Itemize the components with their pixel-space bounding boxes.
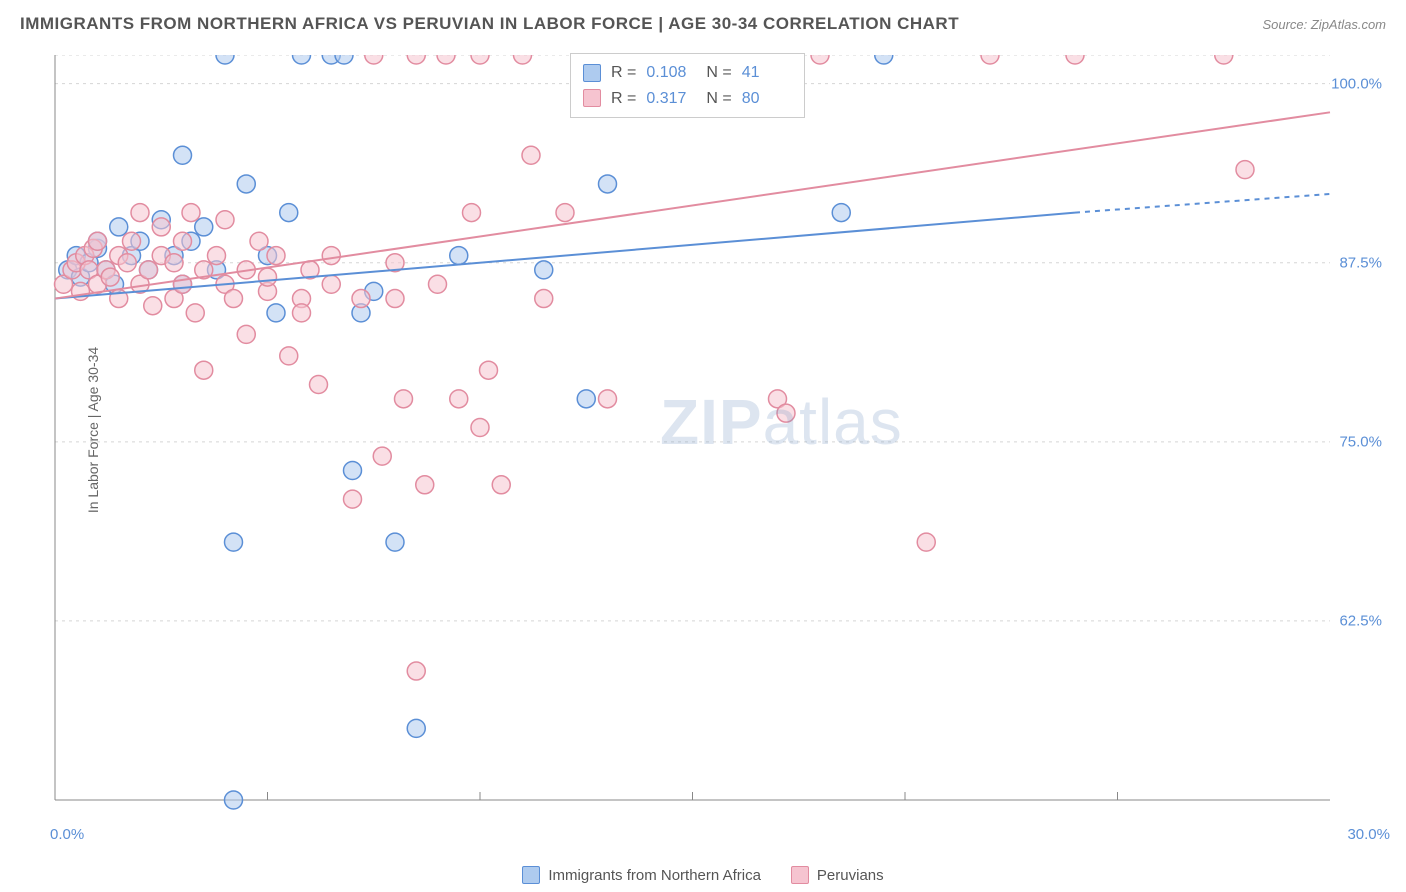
series-swatch — [583, 89, 601, 107]
y-tick-label: 62.5% — [1339, 612, 1382, 629]
legend-item: Peruvians — [791, 866, 884, 884]
n-value: 41 — [742, 60, 792, 86]
title-bar: IMMIGRANTS FROM NORTHERN AFRICA VS PERUV… — [0, 0, 1406, 44]
legend-label: Peruvians — [817, 867, 884, 884]
r-value: 0.317 — [646, 86, 696, 112]
stats-row: R =0.108N =41 — [583, 60, 792, 86]
n-value: 80 — [742, 86, 792, 112]
chart-svg — [50, 55, 1390, 815]
r-value: 0.108 — [646, 60, 696, 86]
series-swatch — [583, 64, 601, 82]
correlation-stats-box: R =0.108N =41R =0.317N =80 — [570, 53, 805, 118]
legend-label: Immigrants from Northern Africa — [548, 867, 761, 884]
chart-area: R =0.108N =41R =0.317N =80 ZIPatlas 62.5… — [50, 55, 1390, 815]
source-attribution: Source: ZipAtlas.com — [1262, 17, 1386, 32]
series-swatch — [791, 866, 809, 884]
y-tick-label: 87.5% — [1339, 254, 1382, 271]
stats-row: R =0.317N =80 — [583, 86, 792, 112]
legend-item: Immigrants from Northern Africa — [522, 866, 761, 884]
bottom-legend: Immigrants from Northern Africa Peruvians — [0, 866, 1406, 884]
y-tick-label: 100.0% — [1331, 75, 1382, 92]
chart-title: IMMIGRANTS FROM NORTHERN AFRICA VS PERUV… — [20, 14, 959, 34]
y-tick-label: 75.0% — [1339, 433, 1382, 450]
x-tick-label: 30.0% — [1347, 826, 1390, 843]
series-swatch — [522, 866, 540, 884]
x-tick-label: 0.0% — [50, 826, 84, 843]
